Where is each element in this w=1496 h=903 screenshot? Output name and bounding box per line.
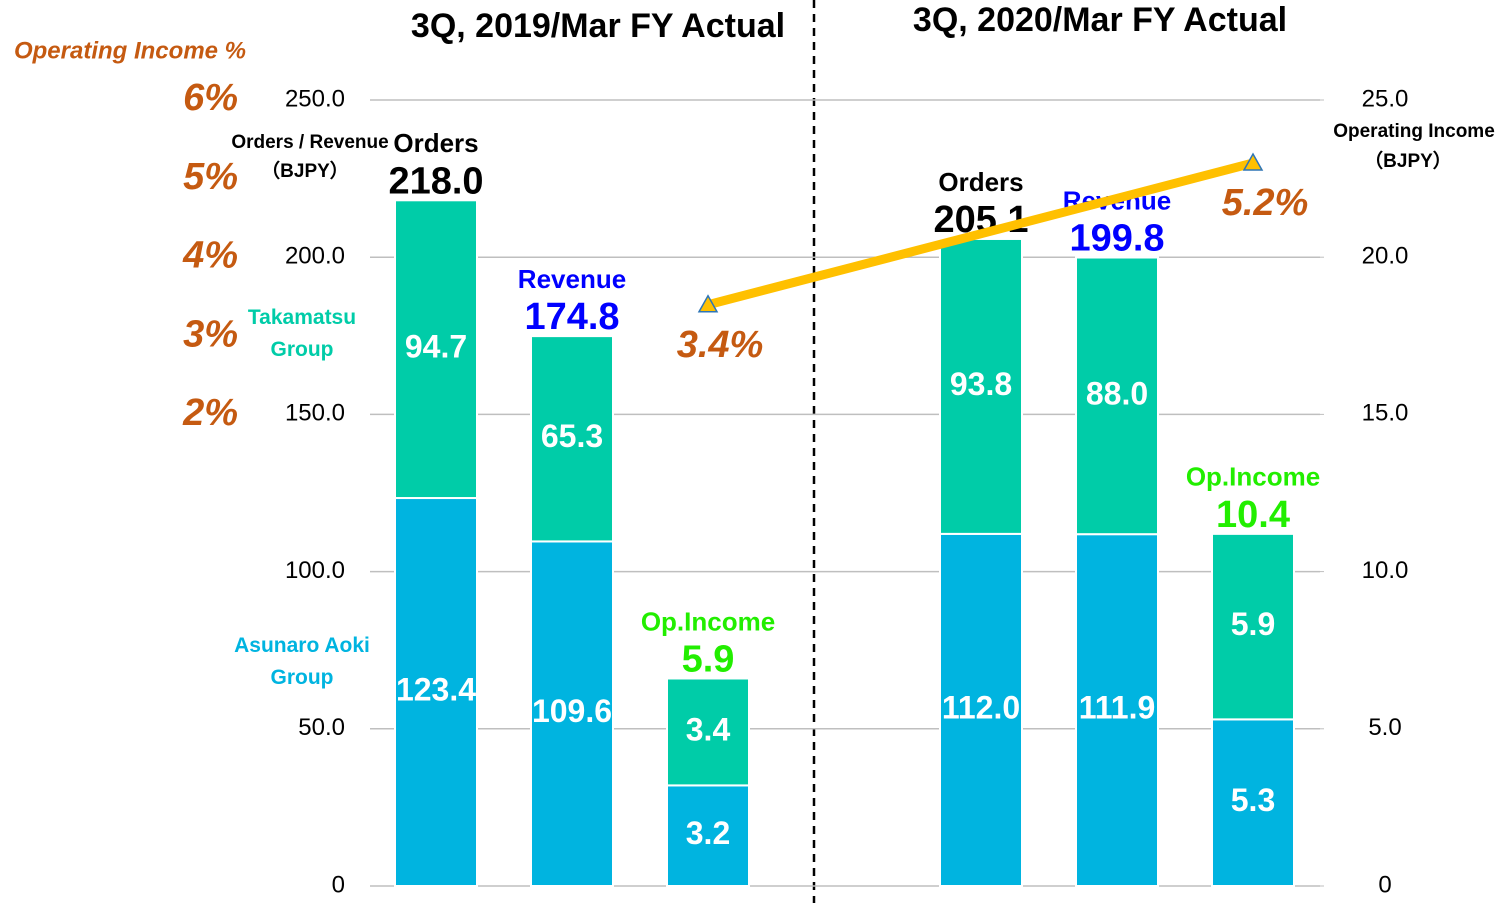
segment-label: 93.8 <box>950 366 1012 402</box>
segment-label: 3.2 <box>686 815 730 851</box>
segment-label: 5.3 <box>1231 782 1275 818</box>
category-label: Orders <box>393 128 478 158</box>
y3-tick-label: 2% <box>182 392 238 434</box>
total-label: 218.0 <box>388 160 483 202</box>
group-title: 3Q, 2019/Mar FY Actual <box>411 7 785 45</box>
y2-axis-label: Operating Income <box>1333 121 1495 142</box>
y3-tick-label: 4% <box>182 235 238 277</box>
y3-tick-label: 6% <box>183 77 238 119</box>
segment-label: 112.0 <box>942 689 1020 725</box>
y2-tick-label: 0 <box>1378 871 1391 898</box>
bar-segment <box>530 540 614 887</box>
bar-segment <box>666 677 750 787</box>
bar-segment <box>530 335 614 543</box>
y2-tick-label: 5.0 <box>1368 714 1401 741</box>
y-tick-label: 0 <box>332 871 345 898</box>
category-label: Op.Income <box>1186 462 1320 492</box>
y3-axis-label: Operating Income % <box>14 37 246 64</box>
group-title: 3Q, 2020/Mar FY Actual <box>913 1 1287 39</box>
pct-label: 3.4% <box>677 324 764 366</box>
pct-marker <box>697 294 719 313</box>
y2-tick-label: 10.0 <box>1362 557 1409 584</box>
total-label: 174.8 <box>524 296 619 338</box>
y-tick-label: 50.0 <box>298 714 345 741</box>
legend-entry: Asunaro Aoki Group <box>234 634 370 689</box>
y2-axis-unit: （BJPY） <box>1364 149 1452 172</box>
pct-line <box>706 158 1255 310</box>
y2-tick-label: 15.0 <box>1362 400 1409 427</box>
segment-label: 94.7 <box>405 329 467 365</box>
y-tick-label: 100.0 <box>285 557 345 584</box>
pct-label: 5.2% <box>1222 182 1309 224</box>
bar-segment <box>1075 533 1159 887</box>
bar-segment <box>1211 718 1295 887</box>
segment-label: 88.0 <box>1086 375 1148 411</box>
segment-label: 123.4 <box>396 671 476 707</box>
y-axis-label: Orders / Revenue <box>231 132 388 153</box>
category-label: Op.Income <box>641 606 775 636</box>
total-label: 199.8 <box>1069 218 1164 260</box>
segment-label: 3.4 <box>686 711 731 747</box>
bar-segment <box>394 497 478 887</box>
segment-label: 109.6 <box>532 693 612 729</box>
y2-tick-label: 20.0 <box>1362 243 1409 270</box>
pct-marker <box>1242 152 1264 171</box>
bar-segment <box>939 237 1023 535</box>
legend-entry: Takamatsu Group <box>247 306 357 361</box>
y3-tick-label: 3% <box>183 313 238 355</box>
bar-segment <box>939 532 1023 887</box>
segment-label: 111.9 <box>1079 690 1156 726</box>
bar-segment <box>1211 532 1295 721</box>
total-label: 5.9 <box>682 639 735 681</box>
y-axis-unit: （BJPY） <box>261 159 349 182</box>
segment-label: 65.3 <box>541 418 603 454</box>
total-label: 10.4 <box>1216 494 1290 536</box>
bar-segment <box>1075 256 1159 536</box>
y-tick-label: 150.0 <box>285 400 345 427</box>
y2-tick-label: 25.0 <box>1362 85 1409 112</box>
bar-segment <box>394 199 478 500</box>
category-label: Orders <box>938 167 1023 197</box>
segment-label: 5.9 <box>1231 606 1275 642</box>
category-label: Revenue <box>518 264 626 294</box>
y-tick-label: 250.0 <box>285 85 345 112</box>
y-tick-label: 200.0 <box>285 243 345 270</box>
y3-tick-label: 5% <box>183 156 238 198</box>
